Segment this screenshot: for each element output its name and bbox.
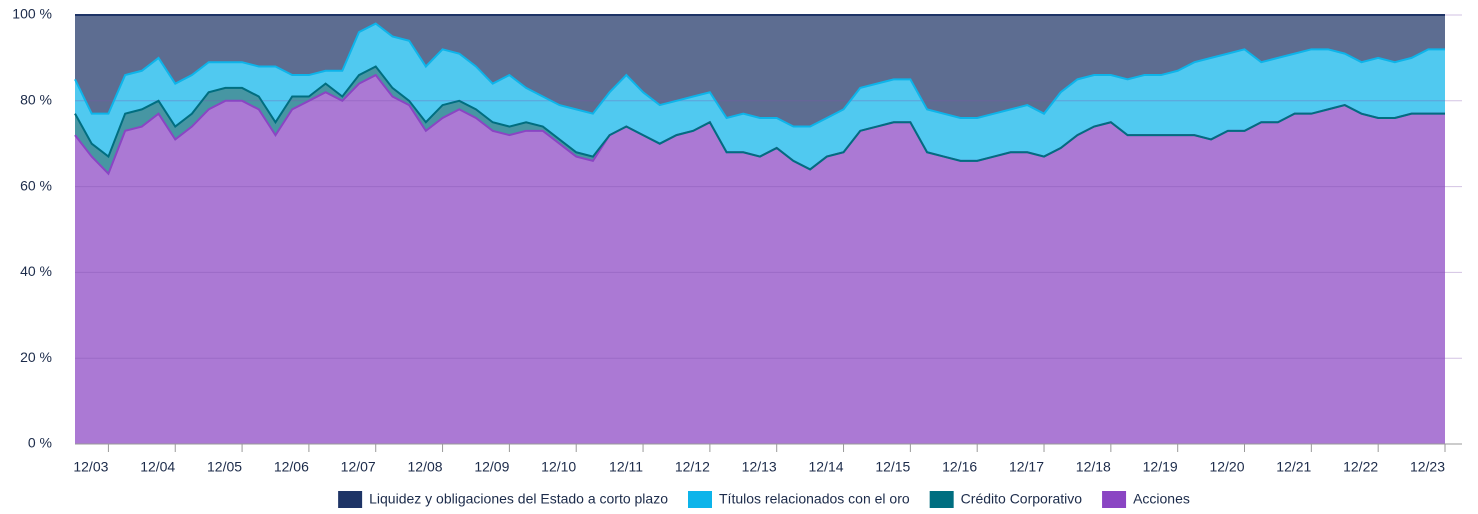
x-tick-label: 12/04 [140,459,175,475]
x-tick-label: 12/15 [875,459,910,475]
y-tick-label: 60 % [20,177,52,193]
legend: Liquidez y obligaciones del Estado a cor… [338,491,1190,508]
x-tick-label: 12/07 [341,459,376,475]
x-tick-label: 12/09 [474,459,509,475]
x-tick-label: 12/16 [942,459,977,475]
x-tick-label: 12/06 [274,459,309,475]
y-tick-label: 20 % [20,349,52,365]
x-tick-label: 12/11 [609,459,643,475]
x-tick-label: 12/05 [207,459,242,475]
x-tick-label: 12/22 [1343,459,1378,475]
x-tick-label: 12/03 [73,459,108,475]
x-tick-label: 12/12 [675,459,710,475]
area [75,75,1445,444]
legend-swatch [338,491,363,508]
x-tick-label: 12/18 [1076,459,1111,475]
legend-swatch [1102,491,1127,508]
y-tick-label: 100 % [12,6,52,22]
legend-swatch [688,491,712,508]
x-tick-label: 12/23 [1410,459,1445,475]
x-tick-label: 12/08 [408,459,443,475]
legend-swatch [929,491,954,508]
legend-label: Títulos relacionados con el oro [719,491,910,507]
x-tick-label: 12/19 [1143,459,1178,475]
x-tick-label: 12/20 [1209,459,1244,475]
x-tick-label: 12/10 [541,459,576,475]
x-tick-label: 12/21 [1276,459,1311,475]
x-tick-label: 12/14 [808,459,843,475]
y-tick-label: 80 % [20,92,52,108]
area-edge [74,22,1445,128]
area [75,23,1445,170]
x-tick-label: 12/13 [742,459,777,475]
x-tick-label: 12/17 [1009,459,1044,475]
legend-label: Crédito Corporativo [961,491,1083,507]
area-edge [74,65,1445,171]
area [75,15,1445,127]
y-tick-label: 0 % [28,435,52,451]
y-tick-label: 40 % [20,263,52,279]
legend-label: Liquidez y obligaciones del Estado a cor… [369,491,668,507]
legend-label: Acciones [1133,491,1190,507]
